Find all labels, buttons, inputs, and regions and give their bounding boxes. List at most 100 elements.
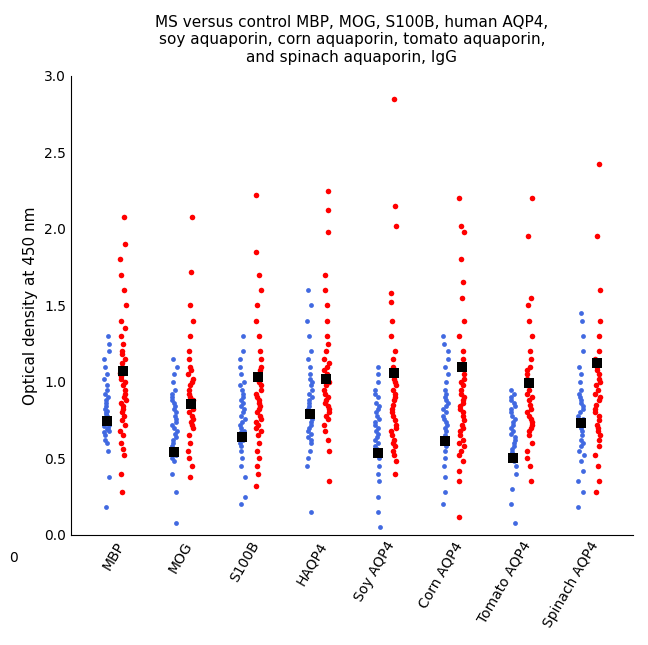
Point <box>372 432 382 442</box>
Point <box>576 456 586 466</box>
Point <box>388 410 399 421</box>
Point <box>524 395 534 406</box>
Point <box>389 450 399 461</box>
Point <box>388 438 398 448</box>
Point <box>187 410 198 421</box>
Point <box>522 453 532 464</box>
Point <box>305 300 316 310</box>
Point <box>522 446 532 456</box>
Point <box>252 373 262 384</box>
Point <box>523 300 533 310</box>
Point <box>578 413 588 424</box>
Point <box>235 430 245 441</box>
Point <box>373 429 383 439</box>
Point <box>170 517 181 528</box>
Point <box>578 487 588 497</box>
Point <box>507 444 517 454</box>
Point <box>595 392 605 402</box>
Point <box>575 407 585 417</box>
Point <box>454 438 464 448</box>
Point <box>323 339 333 349</box>
Point <box>237 384 248 395</box>
Point <box>505 499 516 510</box>
Point <box>318 419 329 430</box>
Point <box>375 522 385 532</box>
Point <box>440 422 450 433</box>
Point <box>525 346 535 357</box>
Point <box>454 331 465 341</box>
Point <box>118 404 128 415</box>
Point <box>594 410 605 421</box>
Point <box>103 446 113 456</box>
Point <box>170 487 181 497</box>
Point <box>459 315 469 326</box>
Point <box>100 430 110 441</box>
Point <box>509 453 519 464</box>
Point <box>319 384 330 395</box>
Point <box>251 422 262 433</box>
Point <box>185 300 195 310</box>
Point <box>575 392 585 402</box>
Point <box>522 380 532 390</box>
Point <box>375 450 385 461</box>
Point <box>454 511 465 522</box>
Point <box>307 413 317 424</box>
Point <box>438 499 448 510</box>
Point <box>120 419 130 430</box>
Point <box>238 404 249 415</box>
Point <box>573 410 584 421</box>
Point <box>306 346 316 357</box>
Point <box>323 435 334 445</box>
Point <box>438 410 448 421</box>
Point <box>441 407 451 417</box>
Point <box>374 453 384 464</box>
Point <box>456 446 466 456</box>
Point <box>594 476 604 486</box>
Point <box>305 380 316 390</box>
Point <box>389 94 399 104</box>
Point <box>323 185 333 195</box>
Point <box>527 193 537 203</box>
Point <box>320 395 330 406</box>
Point <box>524 430 534 441</box>
Point <box>509 441 519 451</box>
Point <box>523 232 533 242</box>
Point <box>594 395 604 406</box>
Point <box>320 285 330 295</box>
Point <box>102 406 113 416</box>
Point <box>323 401 333 412</box>
Point <box>593 461 603 471</box>
Point <box>575 398 586 408</box>
Point <box>240 491 250 502</box>
Point <box>253 369 263 379</box>
Point <box>119 239 130 249</box>
Point <box>119 380 129 390</box>
Point <box>374 476 384 486</box>
Point <box>458 346 469 357</box>
Point <box>304 389 314 399</box>
Point <box>526 413 536 424</box>
Point <box>239 377 249 387</box>
Point <box>592 422 603 433</box>
Point <box>254 404 264 415</box>
Point <box>169 401 179 412</box>
Point <box>458 407 469 417</box>
Point <box>305 361 315 372</box>
Point <box>255 410 266 421</box>
Point <box>595 285 605 295</box>
Point <box>102 416 112 426</box>
Point <box>168 438 179 448</box>
Point <box>386 288 397 298</box>
Point <box>303 426 314 436</box>
Point <box>592 364 602 375</box>
Point <box>592 232 603 242</box>
Point <box>456 221 466 231</box>
Point <box>100 435 110 445</box>
Point <box>390 377 400 387</box>
Point <box>117 349 128 359</box>
Point <box>119 323 130 333</box>
Point <box>104 471 114 482</box>
Point <box>120 384 130 395</box>
Point <box>440 487 450 497</box>
Point <box>595 315 605 326</box>
